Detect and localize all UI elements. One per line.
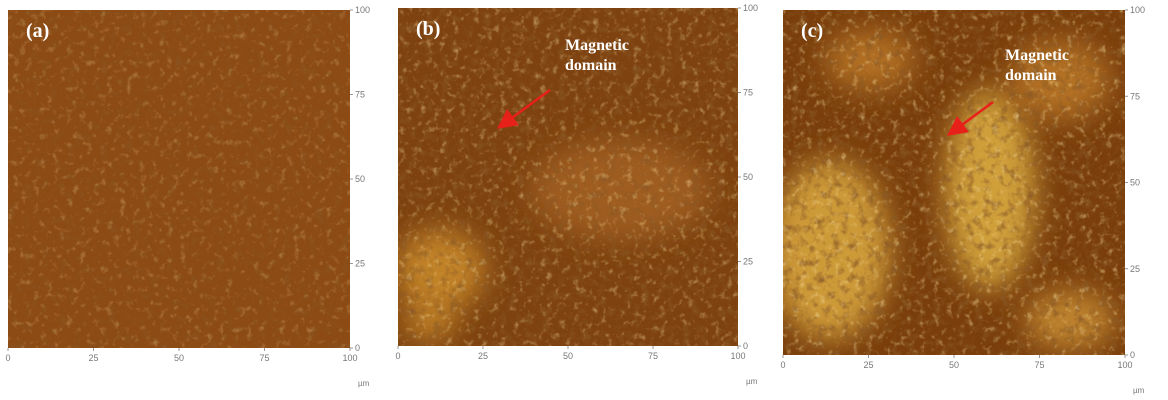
x-tick-label: 0	[395, 351, 400, 361]
x-tick-label: 100	[342, 353, 357, 363]
annotation: domain	[565, 57, 617, 74]
annotation: Magnetic	[565, 37, 629, 54]
annotation: Magnetic	[1005, 47, 1069, 64]
y-tick-label: 25	[1130, 264, 1140, 274]
y-tick-label: 50	[355, 174, 365, 184]
panel-label: (c)	[801, 20, 823, 42]
y-tick-label: 0	[355, 343, 360, 353]
y-tick-label: 100	[743, 3, 758, 13]
x-tick-label: 25	[478, 351, 488, 361]
x-tick-label: 100	[1117, 360, 1132, 370]
texture-light	[783, 10, 1125, 355]
x-tick-label: 75	[1034, 360, 1044, 370]
x-tick-label: 50	[174, 353, 184, 363]
y-tick-label: 100	[1130, 5, 1145, 15]
unit-label: µm	[358, 379, 370, 388]
panel-label: (b)	[416, 18, 440, 40]
y-tick-label: 25	[355, 259, 365, 269]
micrograph	[8, 10, 350, 348]
x-tick-label: 100	[730, 351, 745, 361]
annotation: domain	[1005, 67, 1057, 84]
x-tick-label: 75	[648, 351, 658, 361]
y-tick-label: 0	[743, 341, 748, 351]
micrograph	[770, 10, 1125, 355]
y-tick-label: 75	[743, 88, 753, 98]
x-tick-label: 25	[88, 353, 98, 363]
unit-label: µm	[1133, 386, 1145, 395]
texture-light	[8, 10, 350, 348]
x-tick-label: 50	[949, 360, 959, 370]
x-tick-label: 75	[259, 353, 269, 363]
y-tick-label: 25	[743, 257, 753, 267]
y-tick-label: 75	[355, 90, 365, 100]
figure: 02550751000255075100µm(a)025507510002550…	[0, 0, 1168, 400]
y-tick-label: 50	[1130, 178, 1140, 188]
panel-label: (a)	[26, 20, 49, 42]
y-tick-label: 0	[1130, 350, 1135, 360]
x-tick-label: 0	[780, 360, 785, 370]
y-tick-label: 50	[743, 172, 753, 182]
unit-label: µm	[746, 377, 758, 386]
y-tick-label: 75	[1130, 91, 1140, 101]
y-tick-label: 100	[355, 5, 370, 15]
x-tick-label: 50	[563, 351, 573, 361]
x-tick-label: 25	[863, 360, 873, 370]
x-tick-label: 0	[5, 353, 10, 363]
